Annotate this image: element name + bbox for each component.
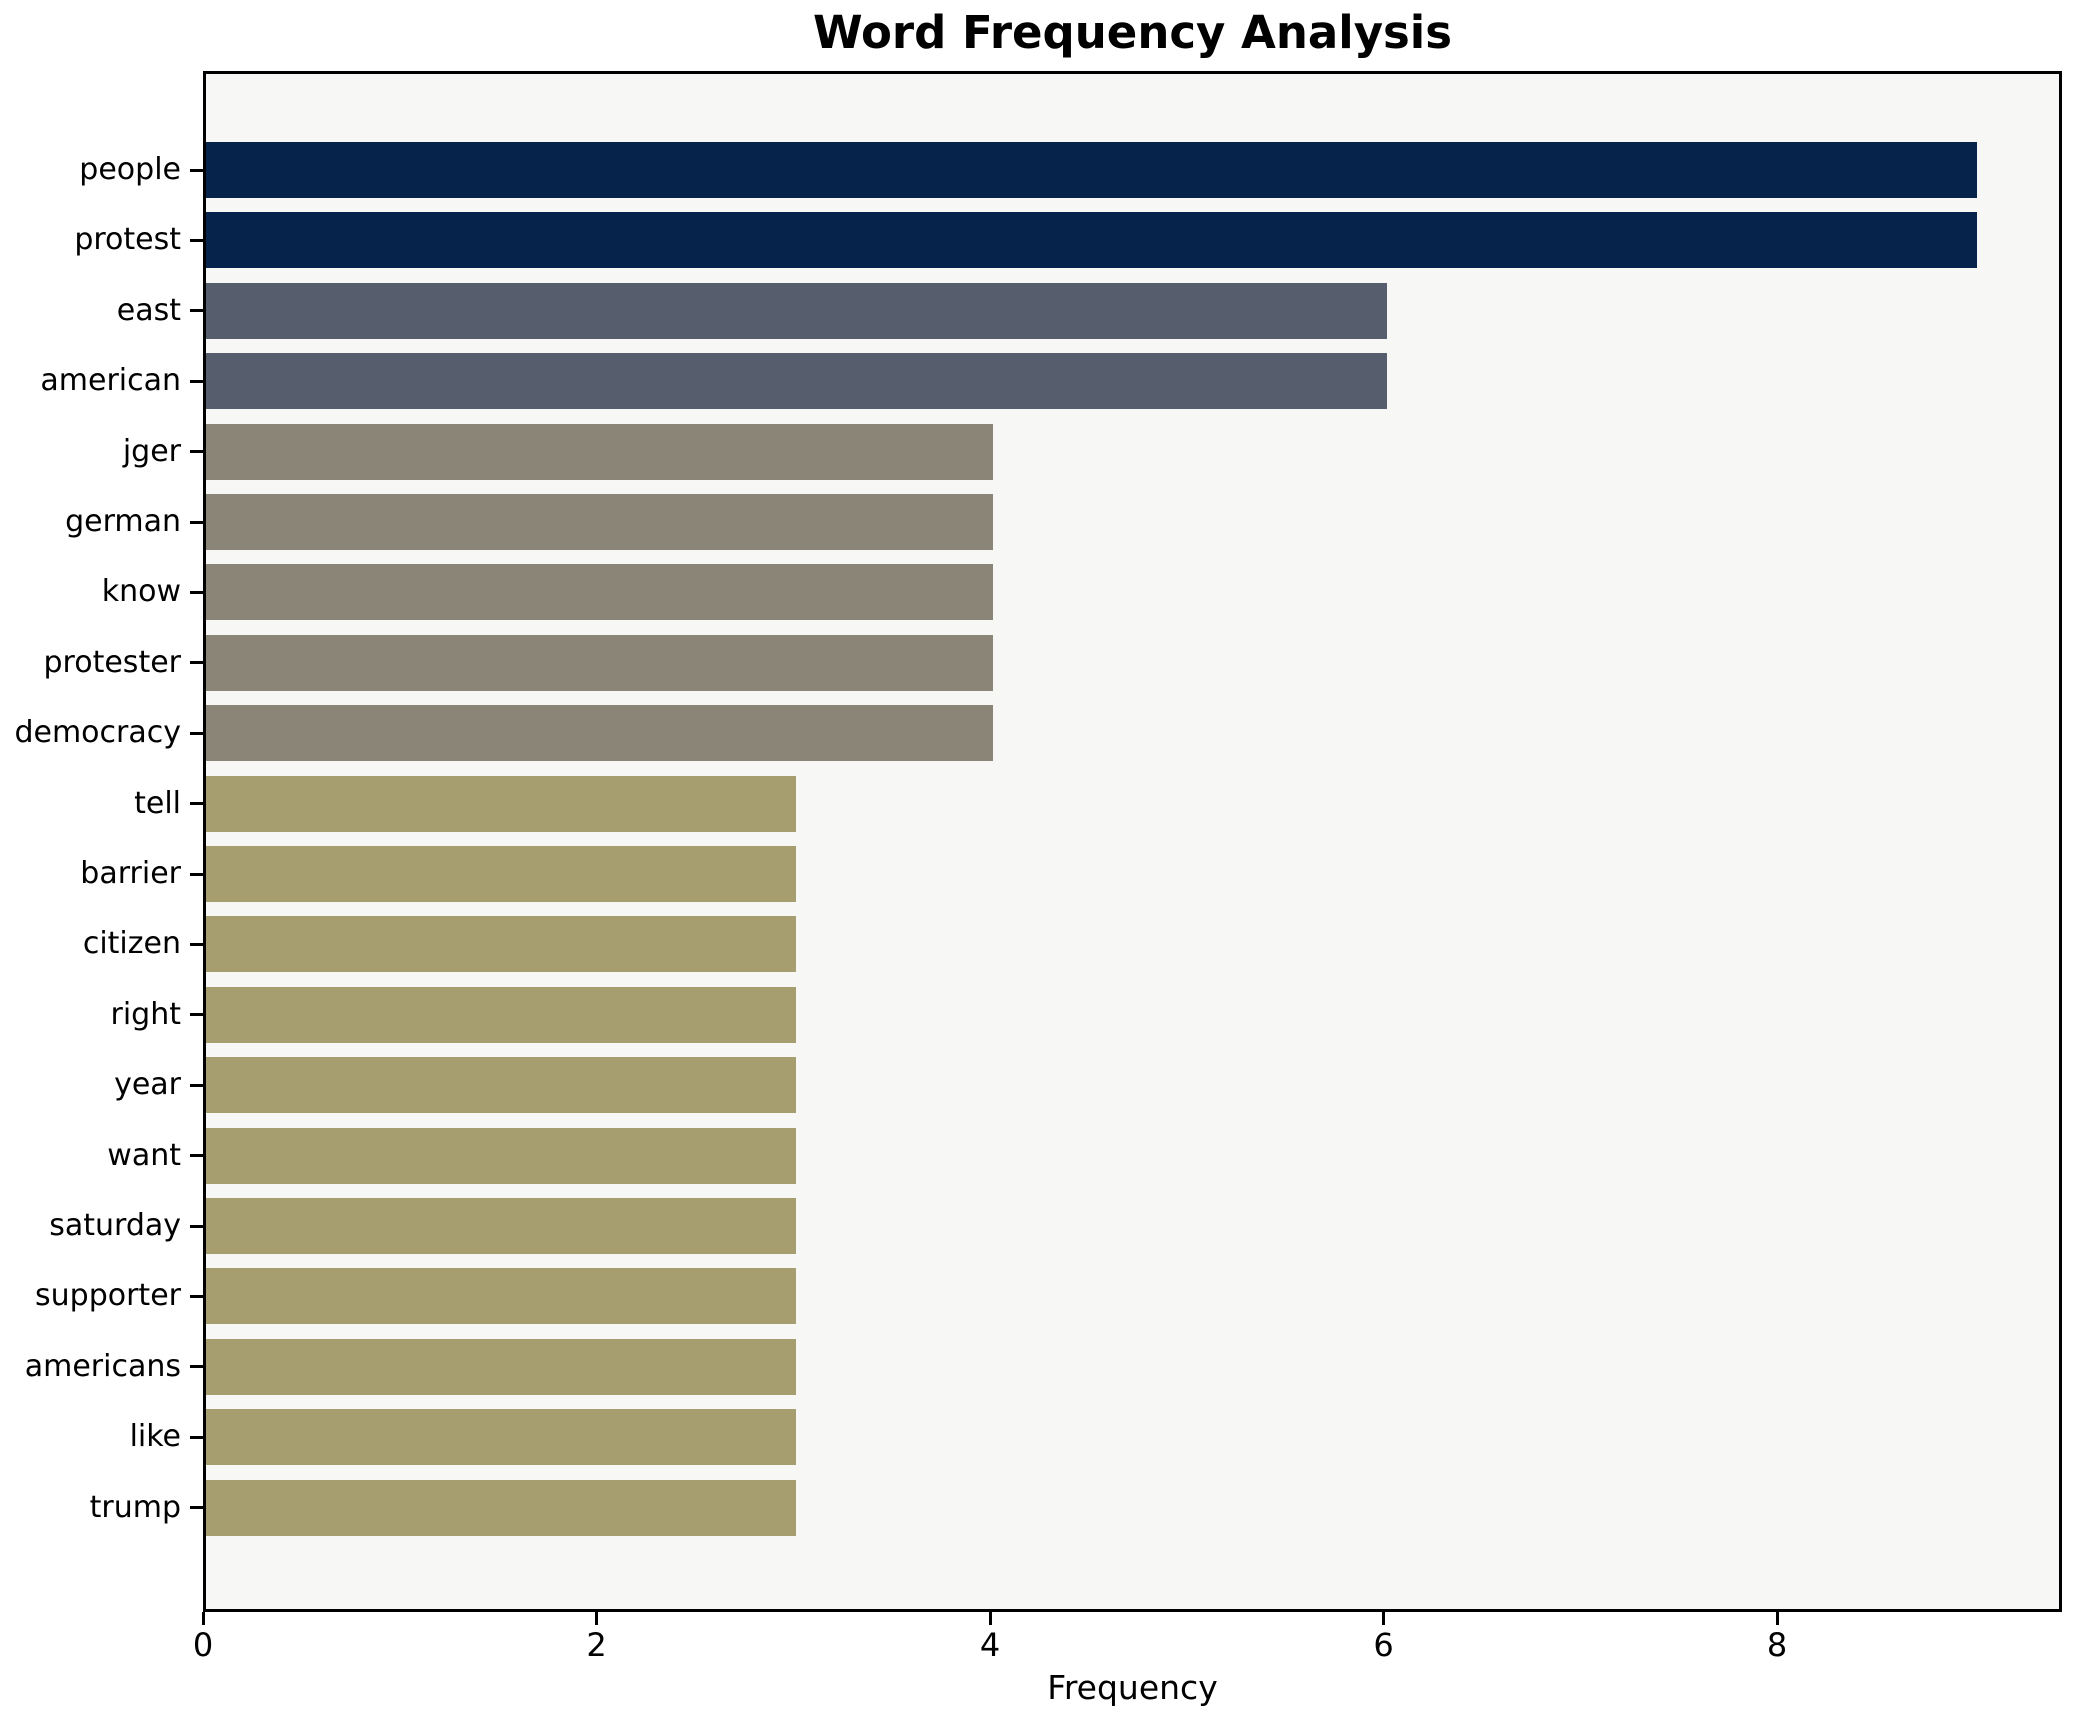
- x-axis-tick: [1775, 1612, 1779, 1625]
- bar-barrier: [206, 846, 796, 902]
- y-axis-label-protester: protester: [43, 644, 181, 680]
- y-axis-label-saturday: saturday: [49, 1208, 181, 1243]
- bar-saturday: [206, 1198, 796, 1254]
- bar-supporter: [206, 1268, 796, 1325]
- x-axis-tick-label-2: 2: [586, 1626, 607, 1664]
- bar-citizen: [206, 916, 796, 973]
- y-axis-tick: [190, 238, 203, 242]
- y-axis-label-jger: jger: [122, 433, 181, 469]
- y-axis-label-like: like: [129, 1419, 181, 1455]
- y-axis-tick: [190, 1435, 203, 1439]
- y-axis-label-want: want: [107, 1137, 181, 1173]
- y-axis-label-democracy: democracy: [14, 715, 181, 751]
- y-axis-tick: [190, 520, 203, 524]
- y-axis-tick: [190, 309, 203, 313]
- y-axis-label-protest: protest: [74, 222, 181, 258]
- bar-tell: [206, 775, 796, 832]
- plot-area: [203, 71, 2062, 1612]
- bar-right: [206, 986, 796, 1043]
- y-axis-tick: [190, 1506, 203, 1510]
- y-axis-label-supporter: supporter: [35, 1278, 181, 1314]
- bar-americans: [206, 1338, 796, 1395]
- y-axis-tick: [190, 731, 203, 735]
- bar-want: [206, 1127, 796, 1184]
- y-axis-label-east: east: [116, 292, 181, 328]
- y-axis-tick: [190, 872, 203, 876]
- chart-title: Word Frequency Analysis: [812, 6, 1453, 59]
- x-axis-title: Frequency: [1047, 1668, 1218, 1707]
- y-axis-tick: [190, 379, 203, 383]
- bar-trump: [206, 1479, 796, 1536]
- y-axis-tick: [190, 1154, 203, 1158]
- bar-protest: [206, 212, 1977, 269]
- y-axis-tick: [190, 1013, 203, 1017]
- bar-like: [206, 1409, 796, 1466]
- y-axis-label-year: year: [114, 1067, 181, 1103]
- x-axis-tick: [595, 1612, 598, 1625]
- y-axis-tick: [190, 802, 203, 806]
- y-axis-tick: [190, 942, 203, 946]
- y-axis-tick: [190, 1083, 203, 1087]
- bar-protester: [206, 634, 993, 691]
- x-axis-tick-label-4: 4: [979, 1626, 1001, 1664]
- x-axis-tick: [201, 1612, 205, 1625]
- bar-democracy: [206, 705, 993, 762]
- bar-german: [206, 494, 993, 550]
- y-axis-label-american: american: [40, 363, 181, 399]
- bar-people: [206, 142, 1977, 198]
- y-axis-tick: [190, 1294, 203, 1298]
- y-axis-label-people: people: [79, 152, 181, 187]
- y-axis-label-trump: trump: [89, 1489, 181, 1525]
- y-axis-tick: [190, 450, 203, 454]
- y-axis-label-barrier: barrier: [80, 856, 181, 891]
- y-axis-label-citizen: citizen: [82, 926, 181, 962]
- bar-east: [206, 282, 1387, 339]
- bar-know: [206, 564, 993, 621]
- y-axis-label-know: know: [101, 574, 181, 610]
- bar-american: [206, 353, 1387, 410]
- x-axis-tick-label-0: 0: [192, 1626, 214, 1664]
- x-axis-tick: [1382, 1612, 1385, 1625]
- y-axis-label-german: german: [65, 504, 181, 539]
- y-axis-label-tell: tell: [134, 785, 181, 821]
- y-axis-label-americans: americans: [24, 1348, 181, 1384]
- y-axis-tick: [190, 168, 203, 172]
- y-axis-label-right: right: [110, 996, 182, 1032]
- x-axis-tick-label-8: 8: [1766, 1626, 1788, 1664]
- x-axis-tick: [988, 1612, 992, 1625]
- bar-jger: [206, 423, 993, 480]
- y-axis-tick: [190, 1365, 203, 1369]
- bar-year: [206, 1057, 796, 1114]
- y-axis-tick: [190, 1224, 203, 1228]
- x-axis-tick-label-6: 6: [1373, 1626, 1394, 1664]
- y-axis-tick: [190, 661, 203, 665]
- y-axis-tick: [190, 590, 203, 594]
